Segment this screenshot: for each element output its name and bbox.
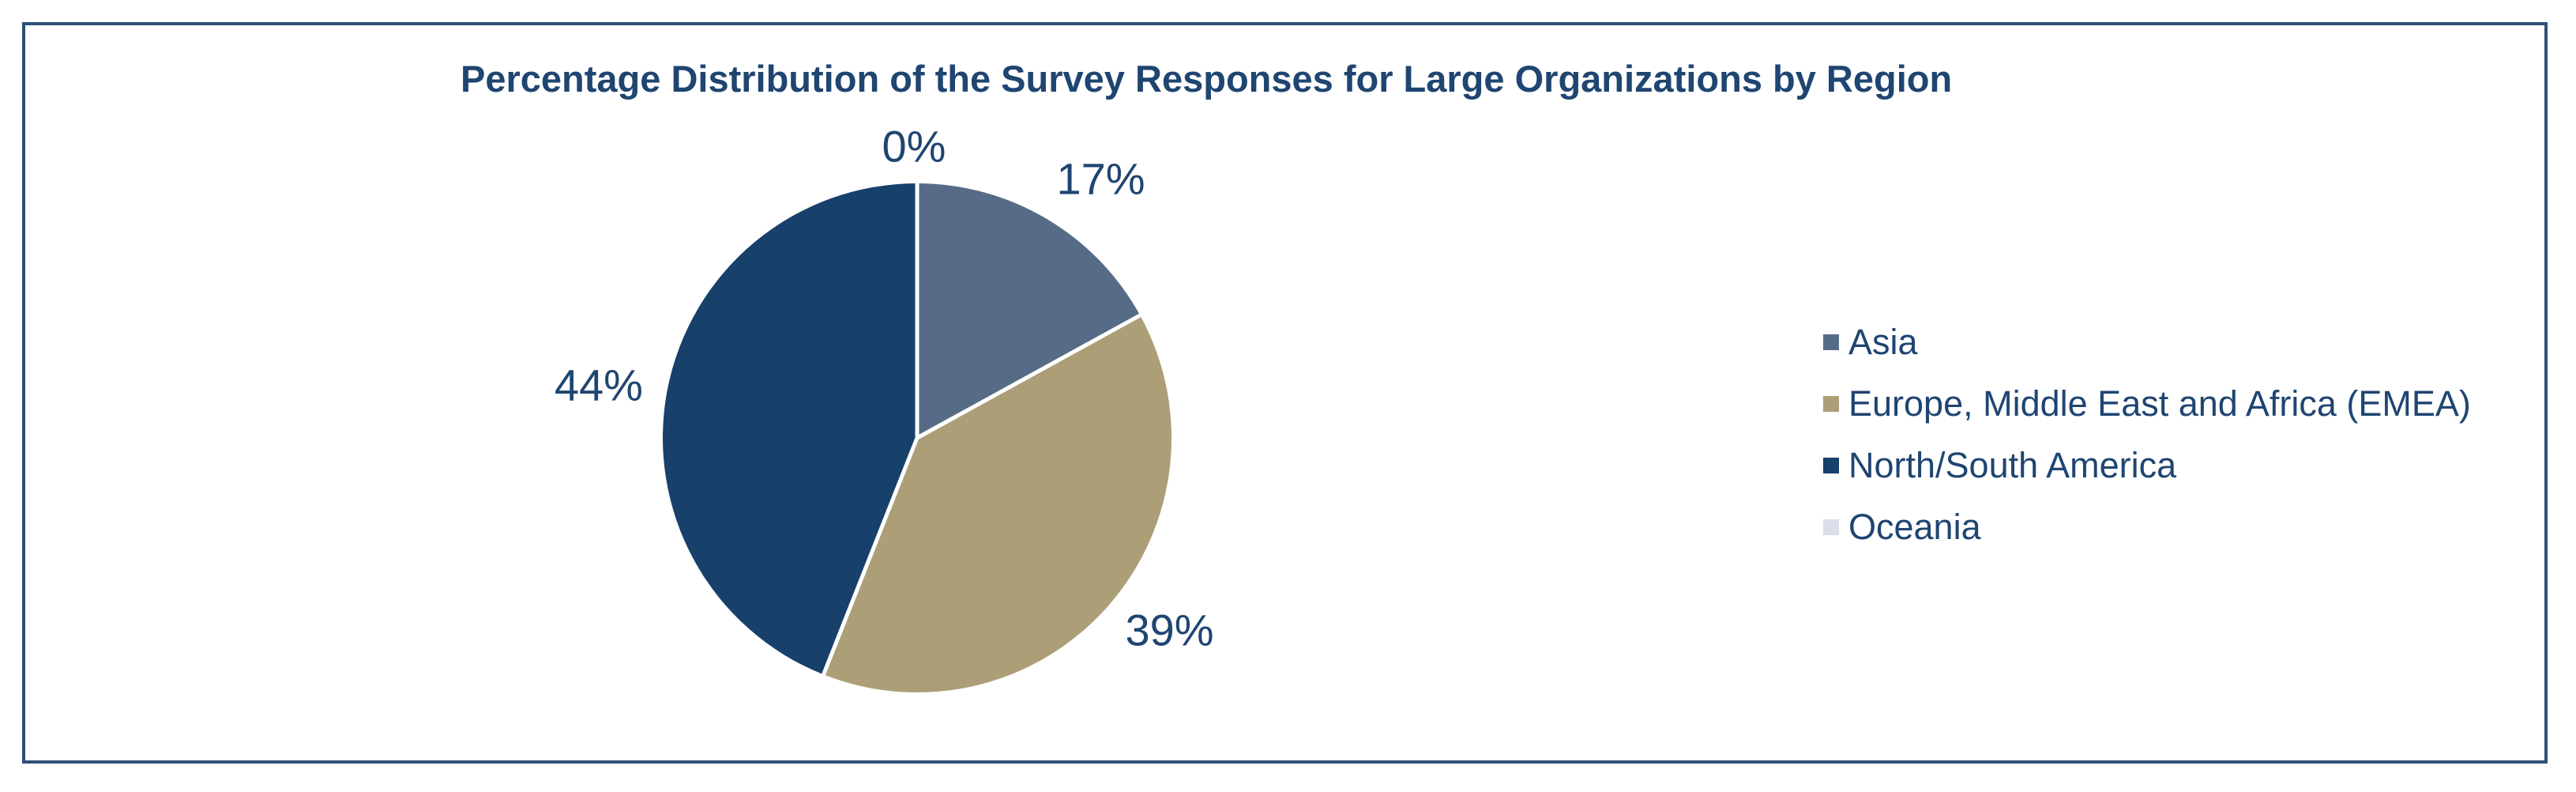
pie-separator <box>916 313 1141 440</box>
legend-item-europe-middle-east-and-africa-emea: Europe, Middle East and Africa (EMEA) <box>1823 383 2471 424</box>
pie-slices <box>663 183 1172 693</box>
pie-slice-north-south-america <box>663 183 917 675</box>
legend-label-asia: Asia <box>1848 322 1918 362</box>
legend-item-north-south-america: North/South America <box>1823 445 2471 486</box>
pie-label-north-south-america: 44% <box>554 360 643 410</box>
chart-border-frame <box>22 22 2548 764</box>
legend-item-asia: Asia <box>1823 322 2471 363</box>
pie-slice-asia <box>917 183 1141 438</box>
pie-slice-europe-middle-east-and-africa-emea <box>823 315 1172 693</box>
legend-label-north-south-america: North/South America <box>1848 445 2177 485</box>
legend-swatch-north-south-america <box>1823 458 1839 473</box>
legend: Asia Europe, Middle East and Africa (EMEA… <box>1823 322 2471 548</box>
legend-label-europe-middle-east-and-africa-emea: Europe, Middle East and Africa (EMEA) <box>1848 383 2471 424</box>
pie-separators <box>822 183 1141 676</box>
chart-title: Percentage Distribution of the Survey Re… <box>461 58 1953 100</box>
legend-label-oceania: Oceania <box>1848 507 1981 547</box>
pie-separator <box>822 437 919 676</box>
pie-label-oceania: 0% <box>882 121 946 172</box>
pie-label-europe-middle-east-and-africa-emea: 39% <box>1125 605 1214 655</box>
legend-item-oceania: Oceania <box>1823 507 2471 548</box>
legend-swatch-europe-middle-east-and-africa-emea <box>1823 396 1839 412</box>
pie-label-asia: 17% <box>1056 153 1145 204</box>
legend-swatch-asia <box>1823 334 1839 350</box>
legend-swatch-oceania <box>1823 519 1839 535</box>
